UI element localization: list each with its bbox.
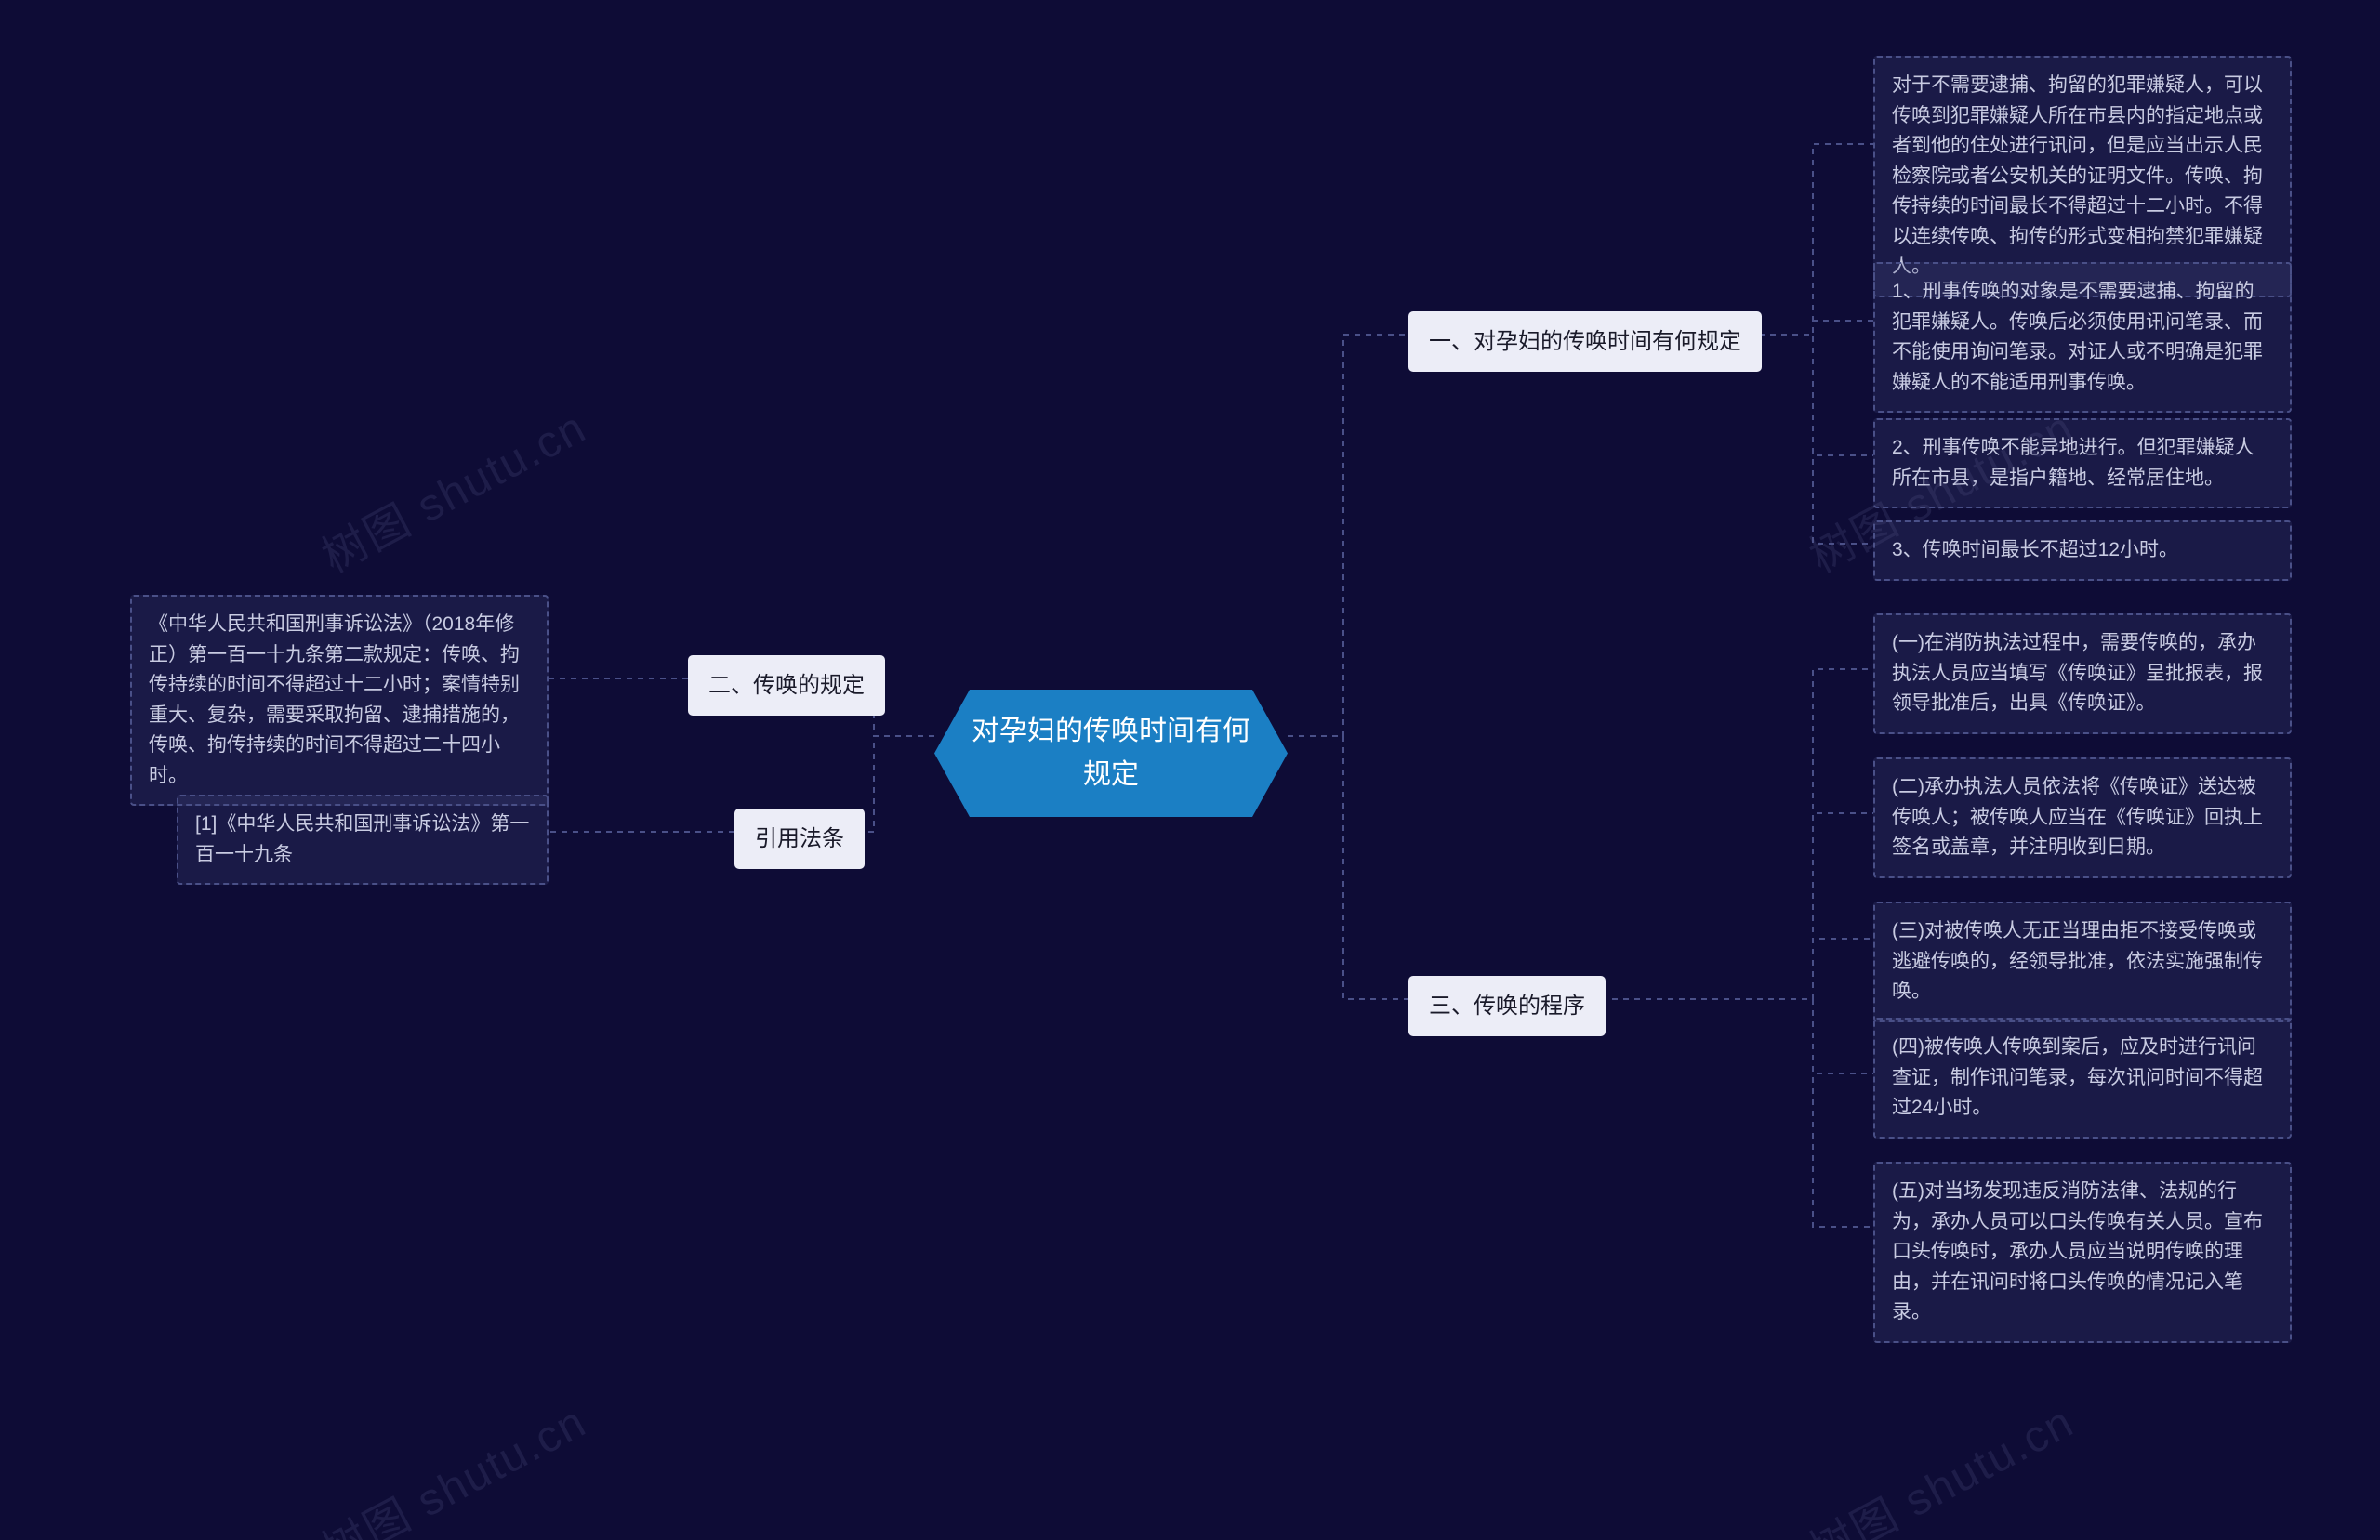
watermark-2: 树图 shutu.cn (309, 1386, 596, 1540)
connector-5 (1748, 335, 1873, 544)
leaf-right-0-0: 对于不需要逮捕、拘留的犯罪嫌疑人，可以传唤到犯罪嫌疑人所在市县内的指定地点或者到… (1873, 56, 2292, 297)
connector-4 (1748, 335, 1873, 455)
watermark-3: 树图 shutu.cn (1796, 1386, 2083, 1540)
root-node[interactable]: 对孕妇的传唤时间有何规定 (934, 690, 1288, 817)
leaf-right-1-0: (一)在消防执法过程中，需要传唤的，承办执法人员应当填写《传唤证》呈批报表，报领… (1873, 613, 2292, 734)
branch-left-1[interactable]: 引用法条 (734, 809, 865, 869)
watermark-0: 树图 shutu.cn (309, 391, 596, 586)
leaf-right-0-1: 1、刑事传唤的对象是不需要逮捕、拘留的犯罪嫌疑人。传唤后必须使用讯问笔录、而不能… (1873, 262, 2292, 413)
connector-10 (1590, 999, 1873, 1227)
branch-right-1[interactable]: 三、传唤的程序 (1408, 976, 1606, 1036)
connector-3 (1748, 321, 1873, 335)
connector-6 (1590, 669, 1873, 999)
leaf-right-0-2: 2、刑事传唤不能异地进行。但犯罪嫌疑人所在市县，是指户籍地、经常居住地。 (1873, 418, 2292, 508)
leaf-right-1-3: (四)被传唤人传唤到案后，应及时进行讯问查证，制作讯问笔录，每次讯问时间不得超过… (1873, 1018, 2292, 1139)
leaf-right-0-3: 3、传唤时间最长不超过12小时。 (1873, 520, 2292, 581)
leaf-right-1-2: (三)对被传唤人无正当理由拒不接受传唤或逃避传唤的，经领导批准，依法实施强制传唤… (1873, 902, 2292, 1022)
connector-7 (1590, 813, 1873, 999)
connector-9 (1590, 999, 1873, 1073)
connector-1 (1288, 736, 1408, 999)
branch-left-0[interactable]: 二、传唤的规定 (688, 655, 885, 716)
connector-8 (1590, 939, 1873, 999)
leaf-right-1-4: (五)对当场发现违反消防法律、法规的行为，承办人员可以口头传唤有关人员。宣布口头… (1873, 1162, 2292, 1343)
connector-0 (1288, 335, 1408, 736)
leaf-left-0-0: 《中华人民共和国刑事诉讼法》（2018年修正）第一百一十九条第二款规定：传唤、拘… (130, 595, 549, 806)
leaf-left-1-0: [1]《中华人民共和国刑事诉讼法》第一百一十九条 (177, 795, 549, 885)
branch-right-0[interactable]: 一、对孕妇的传唤时间有何规定 (1408, 311, 1762, 372)
leaf-right-1-1: (二)承办执法人员依法将《传唤证》送达被传唤人；被传唤人应当在《传唤证》回执上签… (1873, 757, 2292, 878)
connector-2 (1748, 144, 1873, 335)
